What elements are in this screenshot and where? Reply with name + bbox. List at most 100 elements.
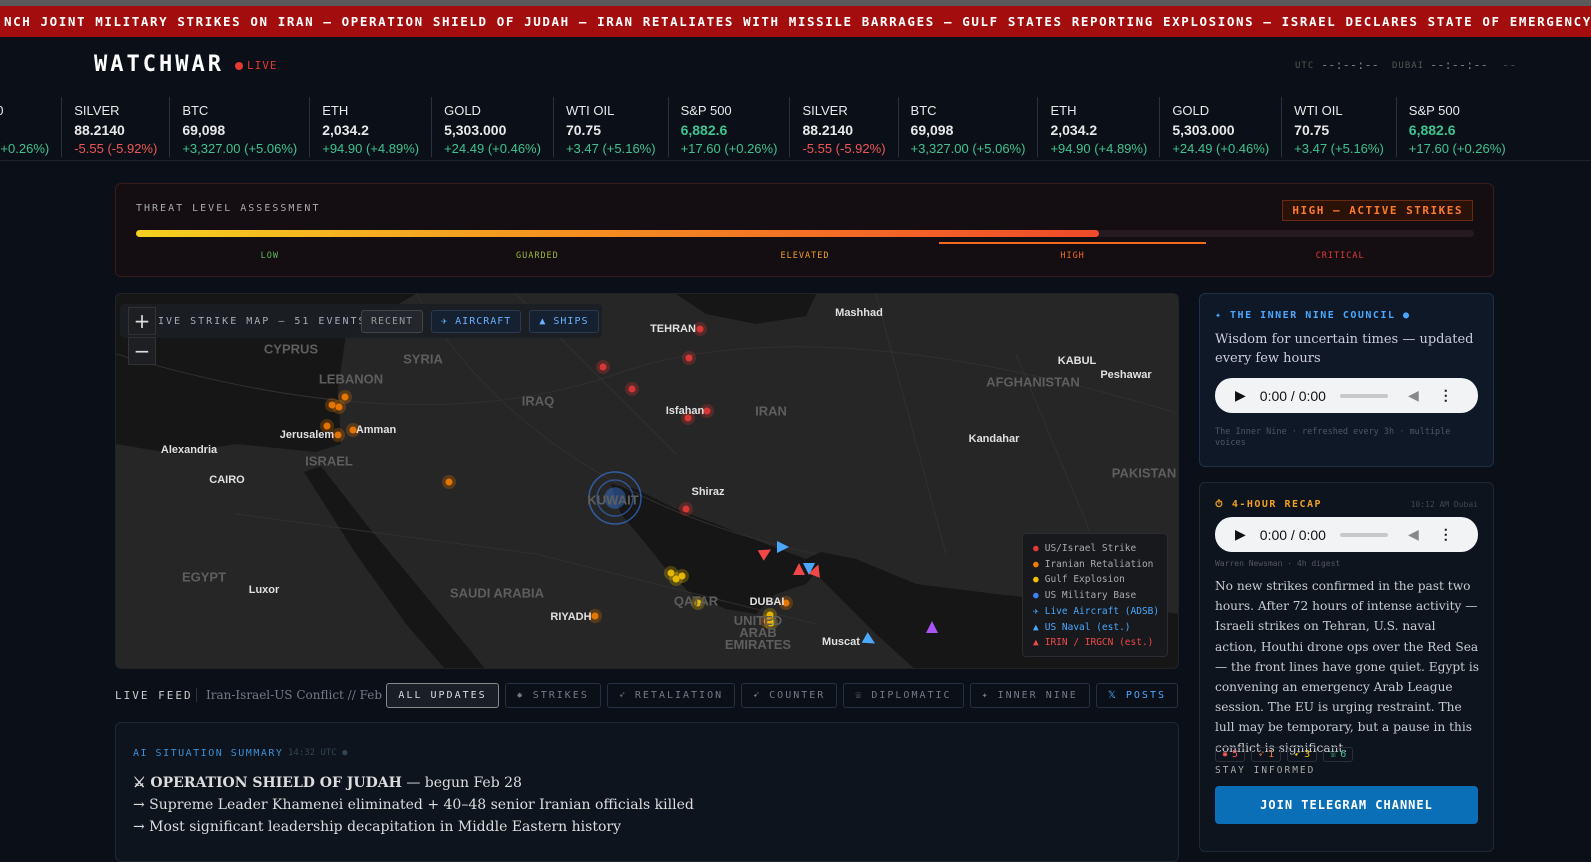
vessel-marker [757, 549, 772, 561]
map-filter-button[interactable]: RECENT [361, 310, 424, 333]
summary-time: 14:32 UTC ● [288, 748, 348, 758]
event-marker [766, 611, 774, 619]
event-marker [782, 599, 790, 607]
market-item[interactable]: ETH 2,034.2 +94.90 (+4.89%) [309, 97, 431, 157]
feed-tab[interactable]: 𝕏 POSTS [1095, 683, 1178, 708]
dubai-label: DUBAI [1392, 61, 1425, 71]
market-item[interactable]: WTI OIL 70.75 +3.47 (+5.16%) [552, 97, 668, 157]
city-label: Amman [355, 424, 397, 436]
volume-icon[interactable]: ◀ [1407, 387, 1419, 403]
market-change: +24.49 (+0.46%) [1172, 141, 1270, 156]
city-label: Alexandria [160, 444, 218, 456]
play-icon[interactable]: ▶ [1235, 526, 1246, 542]
live-label: LIVE [247, 59, 278, 72]
city-label: Jerusalem [279, 429, 335, 441]
sea [611, 484, 821, 614]
country-label: IRAN [755, 403, 787, 419]
seek-bar[interactable] [1339, 393, 1388, 398]
brand[interactable]: WATCHWAR [94, 52, 224, 77]
play-icon[interactable]: ▶ [1235, 387, 1246, 403]
vessel-marker [803, 563, 815, 575]
menu-icon[interactable]: ⋮ [1438, 526, 1453, 542]
market-price: 69,098 [910, 122, 954, 138]
summary-text: → Supreme Leader Khamenei eliminated + 4… [133, 797, 694, 813]
market-item[interactable]: S&P 500 6,882.6 +17.60 (+0.26%) [667, 97, 790, 157]
market-change: +3,327.00 (+5.06%) [910, 141, 1026, 156]
threat-level: ELEVATED [780, 251, 830, 261]
event-marker [685, 354, 693, 362]
council-panel: ✦ THE INNER NINE COUNCIL ● Wisdom for un… [1199, 293, 1494, 467]
feed-tab[interactable]: ☏ DIPLOMATIC [843, 683, 964, 708]
telegram-button[interactable]: JOIN TELEGRAM CHANNEL [1215, 786, 1478, 824]
vessel-marker [926, 621, 938, 633]
country-label: IRAQ [521, 393, 555, 409]
country-label: UNITED ARAB EMIRATES [724, 613, 792, 652]
market-name: GOLD [444, 103, 481, 118]
market-item[interactable]: ETH 2,034.2 +94.90 (+4.89%) [1037, 97, 1159, 157]
event-marker [323, 422, 331, 430]
summary-line: ⚔ OPERATION SHIELD OF JUDAH — begun Feb … [133, 772, 694, 794]
audio-player[interactable]: ▶ 0:00 / 0:00 ◀ ⋮ [1215, 517, 1478, 552]
market-change: +94.90 (+4.89%) [1050, 141, 1148, 156]
country-label: QATAR [673, 593, 719, 609]
legend-item: ● Gulf Explosion [1033, 572, 1157, 588]
legend-label: Live Aircraft (ADSB) [1044, 605, 1160, 617]
player-time: 0:00 / 0:00 [1259, 526, 1326, 543]
market-item[interactable]: S&P 500 6,882.6 +17.60 (+0.26%) [0, 97, 61, 157]
market-name: ETH [1050, 103, 1077, 118]
event-marker [591, 612, 599, 620]
count-icon: ✸ [1222, 749, 1229, 760]
summary-line: → Supreme Leader Khamenei eliminated + 4… [133, 794, 694, 816]
top-strip [0, 0, 1591, 6]
market-item[interactable]: SILVER 88.2140 -5.55 (-5.92%) [789, 97, 897, 157]
vessel-marker [777, 541, 789, 553]
market-change: -5.55 (-5.92%) [74, 141, 158, 156]
map-filter-button[interactable]: ✈ AIRCRAFT [431, 310, 522, 333]
player-time: 0:00 / 0:00 [1259, 387, 1326, 404]
audio-player[interactable]: ▶ 0:00 / 0:00 ◀ ⋮ [1215, 378, 1478, 413]
feed-tab[interactable]: ➹ COUNTER [741, 683, 838, 708]
feed-tab[interactable]: ✸ STRIKES [504, 683, 601, 708]
zoom-out[interactable]: − [128, 337, 156, 365]
feed-tab[interactable]: ➶ RETALIATION [606, 683, 736, 708]
market-change: +3.47 (+5.16%) [565, 141, 656, 156]
legend-symbol: ▲ [1033, 637, 1039, 649]
legend-label: IRIN / IRGCN (est.) [1044, 637, 1154, 649]
market-item[interactable]: GOLD 5,303.000 +24.49 (+0.46%) [1159, 97, 1281, 157]
market-name: SILVER [74, 103, 120, 118]
council-text: Wisdom for uncertain times — updated eve… [1215, 332, 1474, 366]
map-filter-button[interactable]: ▲ SHIPS [529, 310, 599, 333]
market-change: +24.49 (+0.46%) [444, 141, 541, 156]
event-marker [335, 403, 343, 411]
market-name: WTI OIL [1294, 103, 1343, 118]
map-buttons: RECENT ✈ AIRCRAFT ▲ SHIPS [361, 310, 599, 333]
feed-context: Iran-Israel-US Conflict // Feb 28, 2026 [206, 688, 440, 702]
country-label: ISRAEL [305, 453, 353, 469]
sea [304, 466, 485, 668]
market-item[interactable]: GOLD 5,303.000 +24.49 (+0.46%) [431, 97, 553, 157]
legend-symbol: ✈ [1033, 605, 1039, 617]
event-marker [696, 325, 704, 333]
vessel-marker [861, 632, 876, 644]
feed-tab[interactable]: ✦ INNER NINE [969, 683, 1090, 708]
market-item[interactable]: WTI OIL 70.75 +3.47 (+5.16%) [1281, 97, 1396, 157]
recap-counts: ✸ 5 ➶ 1 ➹ 3 ☏ 6 [1215, 747, 1354, 762]
volume-icon[interactable]: ◀ [1407, 526, 1419, 542]
menu-icon[interactable]: ⋮ [1438, 387, 1453, 403]
feed-tab[interactable]: ALL UPDATES [386, 683, 499, 708]
market-item[interactable]: S&P 500 6,882.6 +17.60 (+0.26%) [1395, 97, 1518, 157]
market-item[interactable]: BTC 69,098 +3,327.00 (+5.06%) [897, 97, 1038, 157]
event-marker [682, 505, 690, 513]
status: -- [1502, 58, 1517, 72]
event-marker [678, 572, 686, 580]
map-title: LIVE STRIKE MAP — 51 EVENTS [150, 316, 367, 327]
zoom-in[interactable]: + [128, 307, 156, 335]
legend-item: ● US Military Base [1033, 588, 1157, 604]
event-marker [628, 385, 636, 393]
seek-bar[interactable] [1339, 532, 1388, 537]
market-item[interactable]: SILVER 88.2140 -5.55 (-5.92%) [61, 97, 169, 157]
strike-map[interactable]: CYPRUS SYRIA LEBANON IRAQ TEHRAN Mashhad KABUL… [115, 293, 1179, 669]
market-item[interactable]: BTC 69,098 +3,327.00 (+5.06%) [169, 97, 309, 157]
feed-tabs: ALL UPDATES ✸ STRIKES ➶ RETALIATION ➹ COUNT… [386, 683, 1178, 708]
